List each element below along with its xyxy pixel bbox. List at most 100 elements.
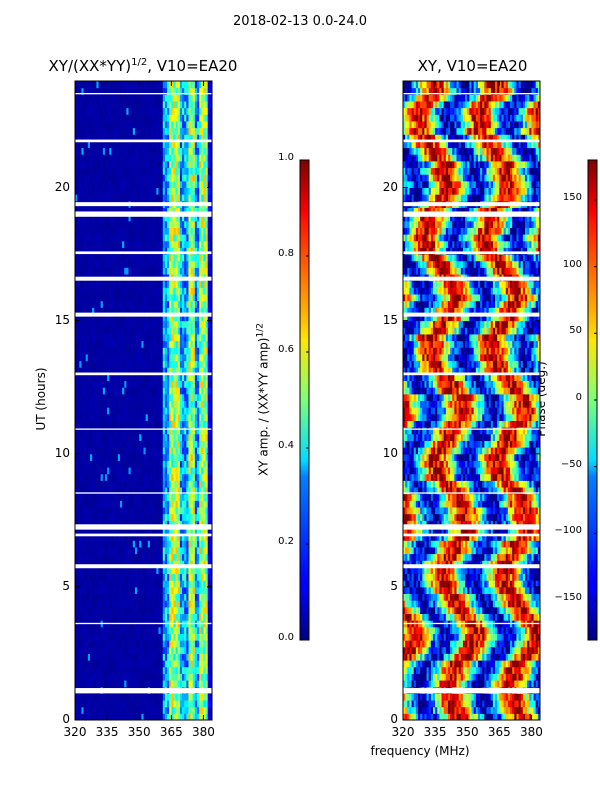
amp-cell: [77, 327, 80, 335]
amp-cell: [201, 613, 204, 621]
amp-cell: [141, 247, 144, 255]
amp-cell: [137, 260, 140, 268]
amp-cell: [115, 254, 119, 262]
amp-cell: [113, 307, 117, 315]
amp-cell: [188, 393, 192, 401]
amp-cell: [179, 606, 183, 614]
amp-cell: [98, 254, 102, 262]
amp-cell: [122, 367, 125, 375]
amp-cell: [119, 214, 123, 222]
amp-cell: [177, 247, 181, 255]
amp-cell: [81, 546, 85, 555]
amp-cell: [197, 327, 200, 335]
amp-cell: [126, 606, 130, 614]
amp-cell: [98, 653, 102, 661]
amp-cell: [173, 214, 177, 222]
amp-cell: [188, 260, 192, 268]
amp-cell: [104, 507, 108, 515]
amp-cell: [102, 327, 106, 335]
amp-cell: [119, 493, 123, 501]
amp-cell: [124, 360, 127, 368]
amp-cell: [152, 546, 155, 555]
amp-cell: [160, 373, 164, 382]
amp-cell: [190, 433, 194, 441]
amp-cell: [119, 333, 123, 342]
amp-cell: [182, 680, 185, 688]
amp-cell: [132, 207, 136, 215]
amp-cell: [177, 360, 181, 368]
amp-cell: [147, 260, 151, 268]
amp-cell: [149, 493, 153, 501]
amp-cell: [122, 320, 125, 328]
amp-cell: [81, 487, 85, 495]
amp-cell: [111, 440, 115, 448]
amp-cell: [141, 580, 144, 588]
amp-cell: [92, 460, 95, 468]
amp-cell: [154, 600, 157, 608]
amp-cell: [115, 307, 119, 315]
amp-cell: [130, 666, 134, 674]
amp-cell: [207, 573, 211, 581]
amp-cell: [79, 586, 82, 595]
amp-cell: [205, 467, 209, 475]
amp-cell: [122, 460, 125, 468]
amp-cell: [87, 380, 91, 388]
amp-cell: [109, 207, 112, 215]
amp-cell: [87, 287, 91, 295]
amp-cell: [205, 606, 209, 614]
panel1-heatmap: [75, 81, 212, 720]
amp-cell: [81, 553, 85, 561]
amp-cell: [147, 573, 151, 581]
amp-cell: [132, 673, 136, 681]
amp-cell: [109, 260, 112, 268]
amp-cell: [139, 360, 142, 368]
amp-cell: [201, 234, 204, 242]
amp-cell: [175, 680, 179, 688]
amp-cell: [209, 606, 212, 614]
amp-cell: [160, 294, 164, 302]
amp-cell: [115, 413, 119, 421]
amp-cell: [205, 447, 209, 455]
amp-cell: [197, 234, 200, 242]
amp-cell: [111, 500, 115, 508]
amp-cell: [141, 400, 144, 408]
amp-cell: [132, 380, 136, 388]
amp-cell: [107, 613, 110, 621]
amp-cell: [147, 560, 151, 568]
amp-cell: [186, 540, 189, 548]
amp-cell: [75, 207, 78, 215]
amp-cell: [160, 327, 164, 335]
amp-cell: [199, 593, 202, 601]
amp-cell: [194, 613, 198, 621]
amp-cell: [145, 280, 149, 288]
amp-cell: [109, 520, 112, 528]
amp-cell: [109, 413, 112, 421]
amp-cell: [201, 433, 204, 441]
amp-cell: [169, 280, 172, 288]
amp-cell: [203, 586, 207, 595]
amp-cell: [85, 666, 89, 674]
amp-cell: [124, 546, 127, 555]
amp-cell: [107, 706, 110, 714]
amp-cell: [152, 260, 155, 268]
amp-cell: [126, 593, 130, 601]
amp-cell: [179, 387, 183, 395]
amp-cell: [149, 533, 153, 541]
amp-cell: [85, 546, 89, 555]
amp-cell: [203, 427, 207, 435]
amp-cell: [205, 267, 209, 275]
amp-cell: [134, 360, 138, 368]
amp-cell: [192, 380, 196, 388]
amp-cell: [122, 507, 125, 515]
amp-cell: [83, 320, 87, 328]
amp-cell: [158, 606, 162, 614]
amp-cell: [117, 373, 121, 382]
amp-cell: [77, 566, 80, 575]
amp-cell: [124, 400, 127, 408]
amp-cell: [164, 593, 168, 601]
amp-cell: [128, 367, 132, 375]
amp-cell: [173, 713, 177, 720]
amp-cell: [167, 633, 170, 641]
amp-cell: [175, 420, 179, 428]
amp-cell: [201, 307, 204, 315]
